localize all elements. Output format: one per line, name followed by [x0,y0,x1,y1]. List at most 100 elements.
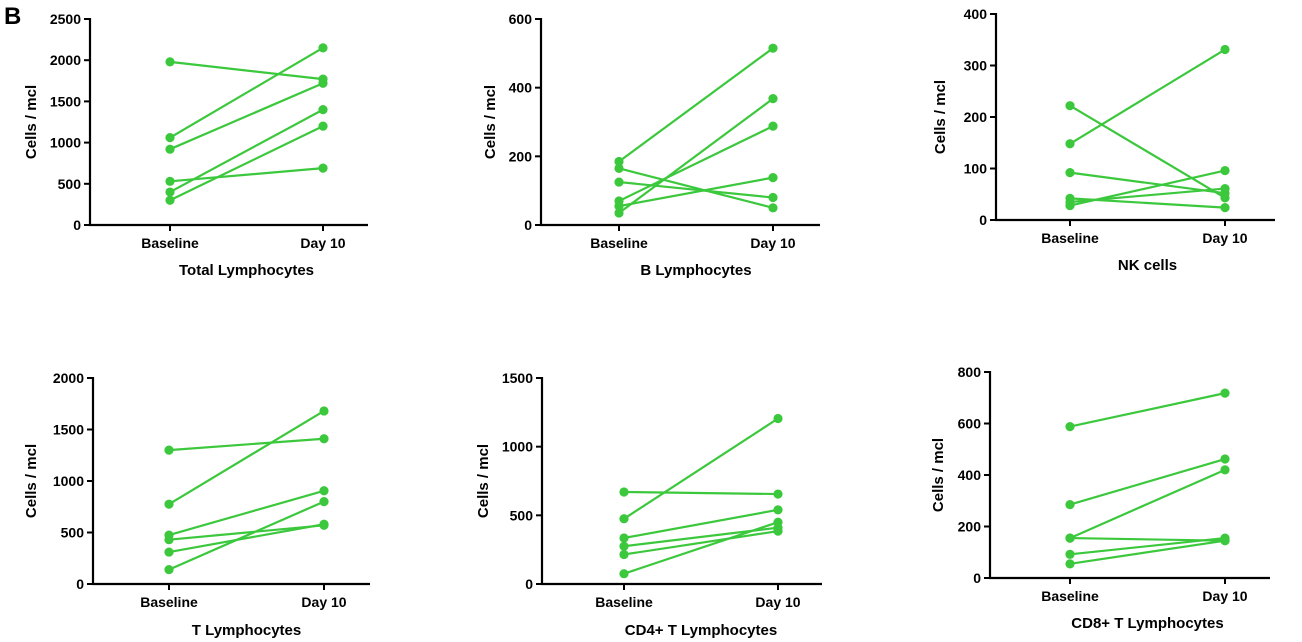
y-tick-label: 1000 [50,135,81,151]
data-point-baseline [1065,421,1075,432]
data-point-baseline [619,569,629,579]
series-line [1068,468,1227,540]
chart-title: Total Lymphocytes [179,262,314,279]
series-line [1068,104,1227,199]
chart-title: T Lymphocytes [192,622,301,639]
series-line [168,108,325,194]
data-point-baseline [619,541,629,551]
y-tick-label: 300 [964,58,988,74]
y-axis-label: Cells / mcl [930,438,947,512]
x-tick-label: Day 10 [1202,230,1247,246]
data-point-baseline [165,144,175,154]
data-point-day10 [1220,388,1230,398]
data-point-baseline [164,535,174,545]
data-point-baseline [1065,139,1075,149]
data-point-baseline [1065,101,1075,111]
x-tick-label: Baseline [1041,588,1099,604]
data-point-baseline [619,549,629,560]
data-point-day10 [1220,454,1230,464]
data-point-day10 [768,43,778,53]
x-tick-label: Day 10 [301,594,346,610]
data-point-day10 [773,505,783,515]
series-line [167,500,326,571]
series-line [622,530,780,556]
chart-panel: 0 200 400 600 Baseline Day 10 Cells / mcl B Lym… [482,11,820,279]
y-tick-label: 2000 [53,370,84,386]
data-point-day10 [1220,165,1230,176]
series-line [168,125,325,202]
data-point-baseline [164,499,174,509]
x-tick-label: Day 10 [1202,588,1247,604]
data-point-day10 [773,517,783,527]
series-line [1068,457,1227,506]
y-tick-label: 1000 [502,439,533,455]
chart-title: CD4+ T Lymphocytes [625,622,777,639]
y-tick-label: 0 [73,217,81,233]
x-tick-label: Day 10 [755,594,800,610]
data-point-day10 [1220,183,1230,194]
data-point-day10 [768,192,778,203]
data-point-day10 [1220,44,1230,55]
data-point-day10 [1220,465,1230,475]
y-tick-label: 500 [510,507,534,523]
x-tick-label: Baseline [590,235,648,251]
data-point-day10 [768,121,778,131]
chart-title: B Lymphocytes [640,262,751,279]
data-point-baseline [614,163,624,173]
data-point-baseline [165,176,175,186]
series-line [1068,48,1227,145]
series-line [617,97,775,215]
data-point-baseline [614,201,624,211]
data-point-baseline [614,177,624,187]
chart-panel: 0 100 200 300 400 Baseline Day 10 Cells / mcl NK… [932,6,1275,274]
series-line [168,82,325,151]
data-point-baseline [1065,168,1075,178]
series-line [617,176,775,208]
data-point-day10 [319,434,329,444]
data-point-baseline [619,487,629,497]
y-tick-label: 500 [58,176,82,192]
chart-panel: 0 500 1000 1500 2000 Baseline Day 10 Cells / mc… [23,370,370,639]
y-tick-label: 1000 [53,473,84,489]
chart-title: NK cells [1118,257,1177,274]
data-point-baseline [1065,500,1075,510]
x-tick-label: Day 10 [300,235,345,251]
y-tick-label: 1500 [50,93,81,109]
data-point-day10 [318,43,328,53]
data-point-baseline [619,533,629,543]
data-point-day10 [768,173,778,183]
data-point-baseline [614,208,624,218]
y-tick-label: 600 [958,416,982,432]
y-axis-label: Cells / mcl [23,444,40,518]
chart-panel: 0 500 1000 1500 Baseline Day 10 Cells / mcl CD4… [475,370,822,639]
data-point-baseline [165,133,175,143]
y-tick-label: 0 [524,217,532,233]
x-tick-label: Baseline [140,594,198,610]
data-point-day10 [318,121,328,131]
series-line [617,47,775,163]
y-tick-label: 0 [525,576,533,592]
series-line [622,417,780,520]
data-point-day10 [773,413,783,424]
y-tick-label: 400 [509,80,533,96]
series-line [167,489,326,537]
y-tick-label: 800 [958,364,982,380]
y-axis-label: Cells / mcl [23,85,40,159]
y-tick-label: 2500 [50,11,81,27]
data-point-day10 [768,203,778,213]
y-tick-label: 0 [979,212,987,228]
y-tick-label: 600 [509,11,533,27]
data-point-baseline [1065,533,1075,543]
y-tick-label: 100 [964,161,988,177]
series-line [167,524,326,541]
data-point-baseline [164,547,174,557]
chart-title: CD8+ T Lymphocytes [1071,615,1223,632]
series-line [1068,169,1227,207]
data-point-baseline [619,514,629,524]
series-line [1068,536,1227,556]
y-tick-label: 400 [958,467,982,483]
y-tick-label: 200 [509,148,533,164]
data-point-day10 [319,519,329,529]
